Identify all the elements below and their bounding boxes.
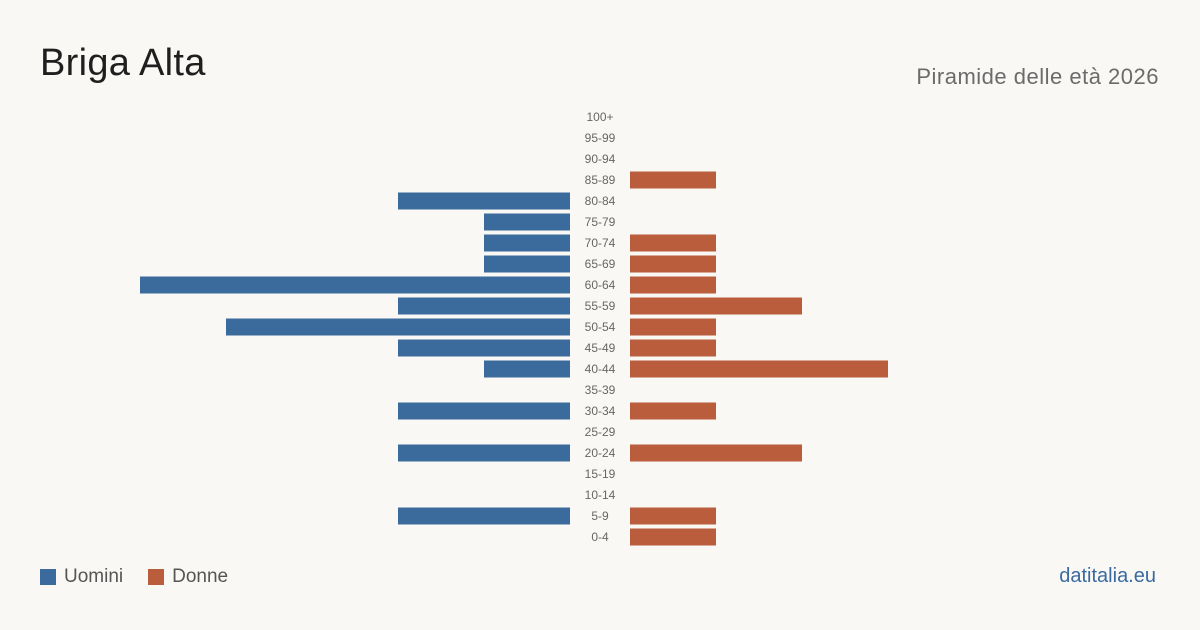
bar-men-70-74 xyxy=(484,234,570,252)
page-title: Briga Alta xyxy=(40,42,206,84)
age-label: 65-69 xyxy=(585,257,616,271)
bar-men-50-54 xyxy=(226,318,570,336)
bar-women-5-9 xyxy=(630,507,716,525)
age-label: 85-89 xyxy=(585,173,616,187)
bar-men-65-69 xyxy=(484,255,570,273)
bar-women-65-69 xyxy=(630,255,716,273)
age-label: 5-9 xyxy=(591,509,609,523)
bar-women-50-54 xyxy=(630,318,716,336)
bar-women-20-24 xyxy=(630,444,802,462)
legend-item-women: Donne xyxy=(148,566,228,588)
legend-label-women: Donne xyxy=(172,566,229,587)
bar-men-20-24 xyxy=(398,444,570,462)
bar-men-80-84 xyxy=(398,192,570,210)
bar-women-40-44 xyxy=(630,360,888,378)
age-label: 100+ xyxy=(586,110,613,124)
bar-women-0-4 xyxy=(630,528,716,546)
bar-women-85-89 xyxy=(630,171,716,189)
chart-subtitle: Piramide delle età 2026 xyxy=(916,64,1159,89)
bar-men-45-49 xyxy=(398,339,570,357)
age-label: 15-19 xyxy=(585,467,616,481)
bar-women-60-64 xyxy=(630,276,716,294)
age-label: 75-79 xyxy=(585,215,616,229)
bar-men-55-59 xyxy=(398,297,570,315)
bar-men-40-44 xyxy=(484,360,570,378)
age-label: 0-4 xyxy=(591,530,609,544)
source-link[interactable]: datitalia.eu xyxy=(1059,565,1156,587)
age-label: 25-29 xyxy=(585,425,616,439)
age-label: 35-39 xyxy=(585,383,616,397)
age-label: 70-74 xyxy=(585,236,616,250)
age-label: 40-44 xyxy=(585,362,616,376)
bar-men-75-79 xyxy=(484,213,570,231)
age-label: 45-49 xyxy=(585,341,616,355)
chart-legend: Uomini Donne xyxy=(40,566,253,588)
age-label: 55-59 xyxy=(585,299,616,313)
bar-women-45-49 xyxy=(630,339,716,357)
bar-men-30-34 xyxy=(398,402,570,420)
bar-men-5-9 xyxy=(398,507,570,525)
men-bars-group xyxy=(140,192,570,525)
bar-women-70-74 xyxy=(630,234,716,252)
legend-swatch-men xyxy=(40,569,56,585)
age-label: 30-34 xyxy=(585,404,616,418)
bar-men-60-64 xyxy=(140,276,570,294)
age-label: 60-64 xyxy=(585,278,616,292)
age-label: 95-99 xyxy=(585,131,616,145)
bar-women-55-59 xyxy=(630,297,802,315)
age-label: 20-24 xyxy=(585,446,616,460)
age-label: 90-94 xyxy=(585,152,616,166)
age-label: 10-14 xyxy=(585,488,616,502)
age-label: 50-54 xyxy=(585,320,616,334)
age-labels-group: 100+ 95-99 90-94 85-89 80-84 75-79 70-74 65-69 6… xyxy=(585,110,616,544)
women-bars-group xyxy=(630,171,888,546)
legend-label-men: Uomini xyxy=(64,566,124,587)
legend-swatch-women xyxy=(148,569,165,585)
legend-item-men: Uomini xyxy=(40,566,123,588)
bar-women-30-34 xyxy=(630,402,716,420)
age-label: 80-84 xyxy=(585,194,616,208)
